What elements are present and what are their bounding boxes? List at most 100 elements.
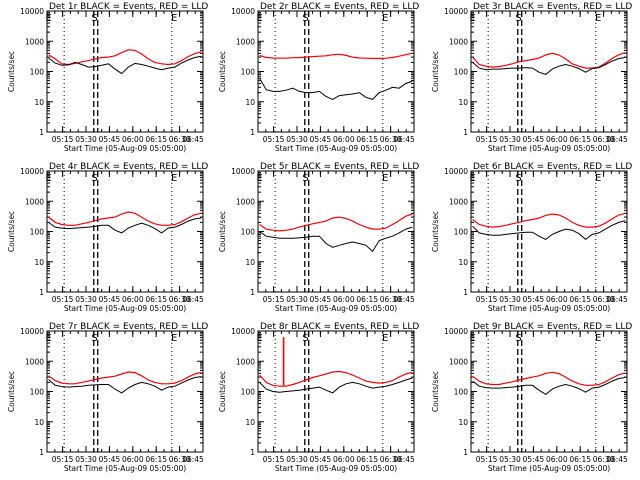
detector-panel-9: Det 9r BLACK = Events, RED = LLD 1 10 100 10… <box>431 322 632 473</box>
marker-letter: S <box>91 173 97 184</box>
panel-title: Det 9r BLACK = Events, RED = LLD <box>473 322 632 332</box>
marker-letter: E <box>45 13 51 24</box>
plot-frame <box>46 330 204 453</box>
y-tick-label: 100 <box>241 388 256 397</box>
series-events-line <box>259 226 413 253</box>
detector-panel-5: Det 5r BLACK = Events, RED = LLD 1 10 100 10… <box>218 162 419 313</box>
plot-frame <box>257 10 415 133</box>
x-tick-label: 05:45 <box>523 455 545 464</box>
marker-letter: S <box>302 13 308 24</box>
x-tick-label: 06:00 <box>122 295 144 304</box>
detector-panel-2: Det 2r BLACK = Events, RED = LLD 1 10 100 10… <box>218 2 419 153</box>
series-lld-line <box>259 213 413 232</box>
detector-panel-1: Det 1r BLACK = Events, RED = LLD 1 10 100 10… <box>7 2 208 153</box>
y-tick-label: 100 <box>30 388 45 397</box>
y-tick-label: 1 <box>39 128 44 137</box>
x-tick-label: 05:15 <box>476 295 498 304</box>
y-tick-label: 100 <box>30 228 45 237</box>
panel-title: Det 4r BLACK = Events, RED = LLD <box>49 162 208 172</box>
marker-letter: E <box>171 13 177 24</box>
y-tick-label: 1 <box>250 288 255 297</box>
series-events-line <box>472 377 626 396</box>
series-events-line <box>48 55 202 75</box>
x-tick-label: 06:30 <box>380 295 402 304</box>
x-tick-label: 06:00 <box>122 135 144 144</box>
x-tick-label: 06:15 <box>145 455 167 464</box>
series-events-line <box>48 376 202 394</box>
x-tick-label: 05:30 <box>286 135 308 144</box>
y-tick-label: 100 <box>241 68 256 77</box>
plot-frame <box>46 10 204 133</box>
marker-letter: E <box>382 333 388 344</box>
y-tick-label: 10000 <box>444 327 468 336</box>
y-tick-label: 1 <box>39 288 44 297</box>
x-tick-label: 05:30 <box>75 295 97 304</box>
x-tick-label: 06:00 <box>546 295 568 304</box>
series-lld-line <box>472 212 626 228</box>
y-axis-label: Counts/sec <box>7 51 16 92</box>
detector-panel-3: Det 3r BLACK = Events, RED = LLD 1 10 100 10… <box>431 2 632 153</box>
panel-title: Det 8r BLACK = Events, RED = LLD <box>260 322 419 332</box>
x-tick-label: 05:30 <box>286 455 308 464</box>
marker-letter: S <box>91 333 97 344</box>
x-tick-label: 06:15 <box>356 135 378 144</box>
y-tick-label: 10 <box>34 258 44 267</box>
y-tick-label: 1000 <box>449 197 468 206</box>
x-tick-label: 06:45 <box>393 455 415 464</box>
marker-letter: E <box>171 173 177 184</box>
x-tick-label: 06:15 <box>356 295 378 304</box>
y-axis-label: Counts/sec <box>218 211 227 252</box>
x-axis-label: Start Time (05-Aug-09 05:05:00) <box>64 144 186 153</box>
series-lld-line <box>259 337 413 387</box>
y-tick-label: 10000 <box>231 167 255 176</box>
series-events-line <box>472 57 626 75</box>
x-tick-label: 05:45 <box>310 455 332 464</box>
series-lld-line <box>48 211 202 226</box>
y-tick-label: 1000 <box>236 357 255 366</box>
x-tick-label: 05:45 <box>99 295 121 304</box>
x-tick-label: 05:15 <box>263 295 285 304</box>
marker-letter: E <box>382 13 388 24</box>
y-tick-label: 1000 <box>236 197 255 206</box>
series-lld-line <box>472 371 626 386</box>
marker-letter: E <box>469 13 475 24</box>
marker-letter: E <box>256 173 262 184</box>
y-tick-label: 10 <box>458 418 468 427</box>
x-tick-label: 06:45 <box>182 455 204 464</box>
y-tick-label: 100 <box>454 228 469 237</box>
marker-letter: E <box>595 13 601 24</box>
y-tick-label: 100 <box>30 68 45 77</box>
x-tick-label: 06:30 <box>593 455 615 464</box>
y-tick-label: 1000 <box>236 37 255 46</box>
x-tick-label: 05:45 <box>310 295 332 304</box>
marker-letter: E <box>45 173 51 184</box>
x-axis-label: Start Time (05-Aug-09 05:05:00) <box>64 304 186 313</box>
y-tick-label: 1000 <box>25 357 44 366</box>
x-tick-label: 06:30 <box>169 455 191 464</box>
x-tick-label: 06:00 <box>546 455 568 464</box>
x-tick-label: 05:30 <box>499 135 521 144</box>
y-tick-label: 1 <box>463 288 468 297</box>
x-tick-label: 06:30 <box>593 295 615 304</box>
y-axis-label: Counts/sec <box>218 51 227 92</box>
panel-title: Det 1r BLACK = Events, RED = LLD <box>49 2 208 12</box>
plot-frame <box>257 170 415 293</box>
marker-letter: S <box>515 173 521 184</box>
y-tick-label: 1 <box>463 128 468 137</box>
x-tick-label: 06:15 <box>145 295 167 304</box>
x-tick-label: 05:30 <box>499 455 521 464</box>
y-tick-label: 10000 <box>20 327 44 336</box>
x-tick-label: 05:15 <box>52 295 74 304</box>
x-tick-label: 05:15 <box>476 135 498 144</box>
y-tick-label: 10000 <box>231 7 255 16</box>
x-tick-label: 06:45 <box>393 135 415 144</box>
x-tick-label: 06:30 <box>380 135 402 144</box>
x-axis-label: Start Time (05-Aug-09 05:05:00) <box>275 144 397 153</box>
plot-frame <box>470 170 628 293</box>
x-tick-label: 05:15 <box>263 135 285 144</box>
marker-letter: E <box>595 333 601 344</box>
y-axis-label: Counts/sec <box>7 371 16 412</box>
detector-panel-6: Det 6r BLACK = Events, RED = LLD 1 10 100 10… <box>431 162 632 313</box>
y-tick-label: 100 <box>241 228 256 237</box>
x-tick-label: 05:15 <box>52 455 74 464</box>
